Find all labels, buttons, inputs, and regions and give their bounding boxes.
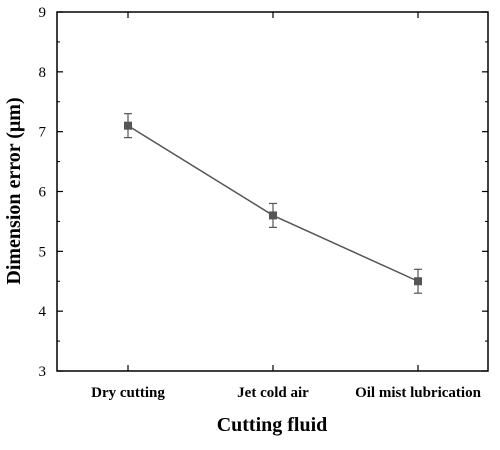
y-axis: 3 4 5 6 7 8 9 xyxy=(39,5,488,380)
y-tick-label: 3 xyxy=(39,364,47,380)
y-tick-label: 9 xyxy=(39,5,47,21)
y-tick-label: 5 xyxy=(39,244,47,260)
y-tick-label: 8 xyxy=(39,65,47,81)
series-layer xyxy=(124,113,422,294)
plot-frame xyxy=(56,11,489,372)
data-point-marker xyxy=(269,211,277,220)
y-tick-label: 4 xyxy=(39,304,47,320)
x-axis: Dry cutting Jet cold air Oil mist lubricat… xyxy=(91,12,482,401)
x-axis-title: Cutting fluid xyxy=(217,414,328,436)
x-tick-label: Jet cold air xyxy=(237,385,309,401)
x-tick-label: Oil mist lubrication xyxy=(355,385,481,401)
y-axis-title: Dimension error (μm) xyxy=(3,97,25,284)
data-point-marker xyxy=(414,277,422,286)
data-point-marker xyxy=(124,121,132,130)
x-tick-label: Dry cutting xyxy=(91,385,165,401)
y-tick-label: 6 xyxy=(39,185,47,201)
y-tick-label: 7 xyxy=(39,125,47,141)
